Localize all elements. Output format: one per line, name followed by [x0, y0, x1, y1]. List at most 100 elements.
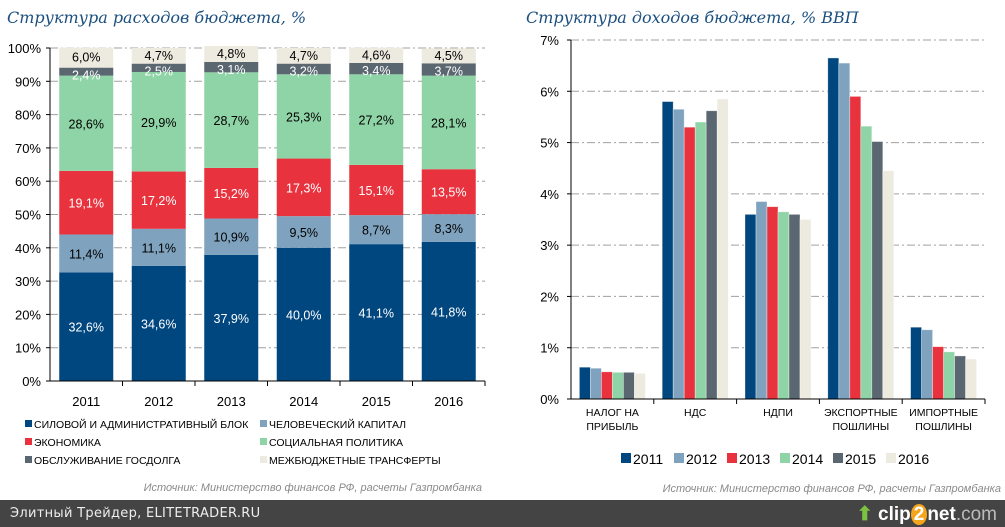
bar [694, 121, 707, 400]
y-tick-label: 90% [15, 74, 41, 89]
legend-label: ЭКОНОМИКА [34, 437, 101, 449]
data-label: 27,2% [359, 114, 394, 128]
legend-swatch [674, 453, 684, 463]
x-tick-label: 2015 [362, 394, 391, 409]
legend-swatch [25, 456, 32, 463]
stacked-bar-segment [421, 241, 476, 381]
x-tick-label: 2012 [144, 394, 173, 409]
legend-label: СИЛОВОЙ И АДМИНИСТРАТИВНЫЙ БЛОК [34, 418, 249, 431]
y-tick-label: 100% [8, 41, 42, 56]
stacked-bar-segment [204, 254, 259, 381]
legend-swatch [25, 438, 32, 445]
legend-swatch [886, 453, 896, 463]
y-tick-label: 5% [540, 136, 559, 151]
x-tick-label: НДС [684, 407, 707, 419]
legend-label: СОЦИАЛЬНАЯ ПОЛИТИКА [269, 437, 403, 449]
bar [799, 219, 812, 400]
stacked-bar-segment [131, 71, 186, 172]
stacked-bar-segment [131, 171, 186, 229]
x-tick-label: ПРИБЫЛЬ [586, 421, 638, 433]
stacked-bar-segment [204, 218, 259, 255]
bar [766, 206, 779, 400]
data-label: 3,4% [362, 64, 391, 78]
bar [777, 211, 790, 400]
bar [882, 170, 895, 400]
stacked-bar-segment [349, 164, 404, 216]
y-tick-label: 30% [15, 274, 41, 289]
bar [910, 326, 922, 400]
legend-swatch [260, 456, 267, 463]
stacked-bar-segment [131, 228, 186, 266]
legend-swatch [727, 453, 737, 463]
data-label: 29,9% [141, 116, 176, 130]
legend-label: 2015 [845, 451, 876, 467]
data-label: 2,4% [72, 69, 101, 83]
bar [744, 214, 757, 400]
charts-canvas: 0% 10% 20% 30% 40% 50% 60% 70% 80% 90% 100% 32,6% 11… [8, 33, 986, 467]
data-label: 8,7% [362, 224, 391, 238]
x-tick-label: НДПИ [763, 407, 793, 419]
data-label: 34,6% [141, 317, 176, 331]
legend-label: 2011 [633, 451, 663, 467]
legend-label: 2012 [686, 451, 717, 467]
legend-swatch [260, 438, 267, 445]
legend-label: ОБСЛУЖИВАНИЕ ГОСДОЛГА [34, 455, 180, 467]
data-label: 41,8% [431, 305, 466, 319]
data-label: 17,3% [286, 181, 321, 195]
data-label: 9,5% [290, 226, 319, 240]
stacked-bar-segment [204, 72, 259, 168]
bar [860, 125, 873, 400]
stacked-bar-segment [349, 74, 404, 165]
y-tick-label: 60% [15, 174, 41, 189]
right-source-note: Источник: Министерство финансов РФ, расч… [662, 483, 1001, 495]
x-tick-label: 2013 [217, 394, 246, 409]
stacked-bar-segment [421, 169, 476, 215]
bar [683, 126, 696, 400]
footer-text: Элитный Трейдер, ELITETRADER.RU [10, 506, 261, 521]
bar [634, 373, 646, 400]
bar [827, 57, 840, 400]
y-tick-label: 6% [540, 84, 559, 99]
bar [716, 98, 729, 400]
x-tick-label: 2016 [434, 394, 463, 409]
legend-label: ЧЕЛОВЕЧЕСКИЙ КАПИТАЛ [269, 418, 406, 431]
stacked-bar-segment [421, 214, 476, 242]
y-tick-label: 4% [540, 187, 559, 202]
bar [871, 141, 884, 400]
bar [661, 101, 674, 400]
x-tick-label: ЭКСПОРТНЫЕ [824, 407, 898, 419]
y-tick-label: 1% [540, 341, 559, 356]
y-tick-label: 0% [22, 374, 41, 389]
stacked-bar-segment [276, 216, 331, 248]
data-label: 11,4% [69, 247, 104, 261]
stacked-bar-segment [421, 63, 476, 76]
y-tick-label: 70% [15, 141, 41, 156]
stacked-bar-segment [276, 247, 331, 381]
data-label: 28,1% [431, 116, 466, 130]
bar [705, 110, 718, 400]
bar [755, 201, 768, 400]
data-label: 40,0% [286, 308, 321, 322]
stacked-bar-segment [349, 47, 404, 63]
stacked-bar-segment [276, 158, 331, 217]
stacked-bar-segment [349, 244, 404, 381]
stacked-bar-segment [59, 272, 114, 381]
y-tick-label: 50% [15, 208, 41, 223]
footer-bar: Элитный Трейдер, ELITETRADER.RU ⬆ clip 2 n… [0, 500, 1005, 527]
data-label: 37,9% [214, 312, 249, 326]
y-tick-label: 2% [540, 289, 559, 304]
x-tick-label: ИМПОРТНЫЕ [909, 407, 978, 419]
clip2net-logo[interactable]: ⬆ clip 2 net.com [856, 504, 997, 525]
stacked-bar-segment [349, 62, 404, 75]
data-label: 32,6% [69, 321, 104, 335]
stacked-bar-segment [59, 47, 114, 68]
bar [921, 329, 933, 400]
stacked-bar-segment [421, 48, 476, 64]
legend-swatch [25, 420, 32, 427]
data-label: 6,0% [72, 51, 101, 65]
data-label: 3,7% [435, 64, 464, 78]
stacked-bar-segment [276, 63, 331, 75]
legend-label: 2013 [739, 451, 770, 467]
data-label: 17,2% [141, 194, 176, 208]
data-label: 3,2% [290, 65, 319, 79]
